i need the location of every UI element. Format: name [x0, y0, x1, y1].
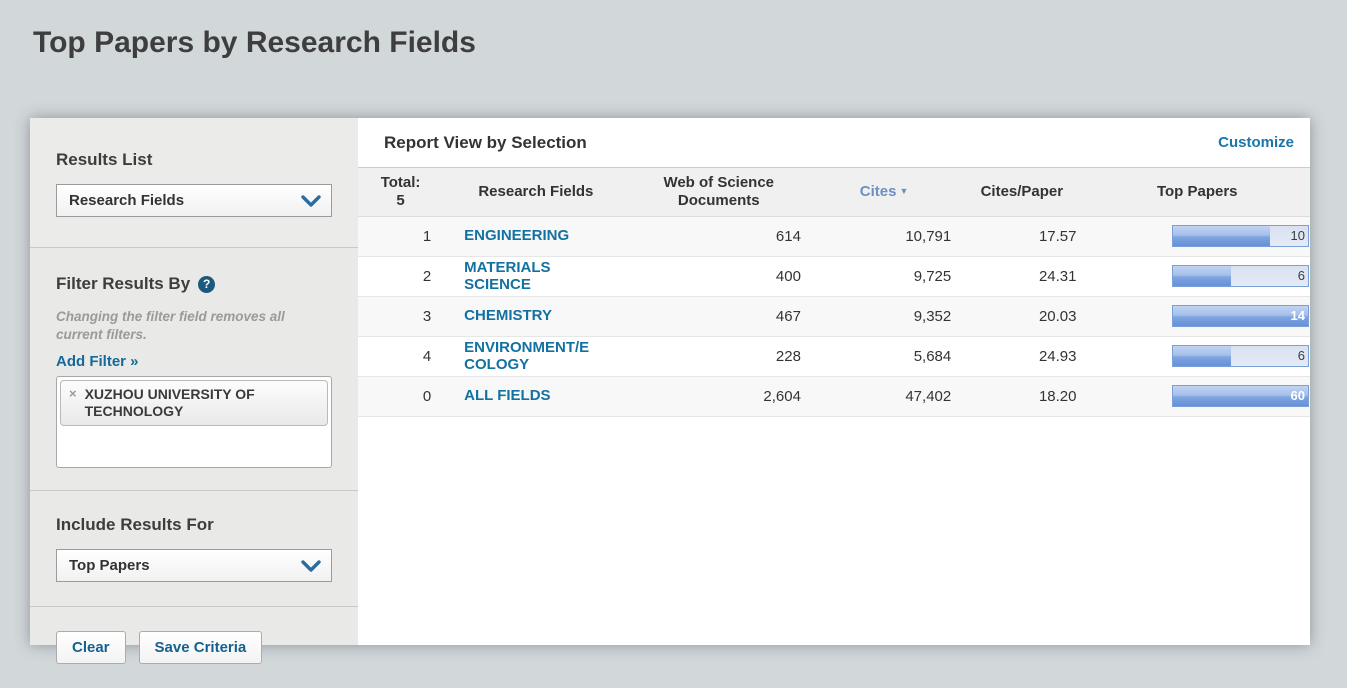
top-papers-bar: 14	[1172, 305, 1309, 327]
top-papers-bar-value: 10	[1290, 228, 1305, 243]
top-papers-bar: 6	[1172, 345, 1309, 367]
top-papers-bar-fill	[1173, 346, 1232, 366]
results-list-label: Results List	[56, 150, 153, 169]
wos-documents-cell: 400	[628, 256, 809, 297]
results-list-selected-value: Research Fields	[69, 192, 185, 209]
cites-cell: 5,684	[808, 336, 960, 377]
table-row: 0 ALL FIELDS 2,604 47,402 18.20 60	[358, 376, 1310, 417]
table-header-row: Total: 5 Research Fields Web of Science …	[358, 168, 1310, 217]
help-icon[interactable]: ?	[198, 275, 216, 293]
content-panel: Results List Research Fields Filter Resu…	[30, 118, 1310, 665]
top-papers-bar-value: 60	[1290, 388, 1305, 403]
remove-filter-icon[interactable]: ×	[69, 386, 77, 402]
cites-cell: 10,791	[808, 216, 960, 257]
chevron-down-icon	[301, 194, 321, 207]
table-row: 2 MATERIALS SCIENCE 400 9,725 24.31 6	[358, 256, 1310, 297]
column-header-research-fields[interactable]: Research Fields	[443, 168, 629, 217]
filter-section: Filter Results By ? Changing the filter …	[30, 247, 358, 490]
cites-per-paper-cell: 24.93	[959, 336, 1085, 377]
research-field-link[interactable]: ALL FIELDS	[464, 387, 551, 405]
include-results-heading: Include Results For	[56, 515, 332, 535]
top-papers-bar: 10	[1172, 225, 1309, 247]
filter-chip-label: XUZHOU UNIVERSITY OF TECHNOLOGY	[84, 386, 255, 419]
wos-documents-cell: 2,604	[628, 376, 809, 417]
cites-cell: 47,402	[808, 376, 960, 417]
top-papers-cell: 6	[1084, 336, 1310, 377]
table-row: 4 ENVIRONMENT/E COLOGY 228 5,684 24.93 6	[358, 336, 1310, 377]
research-field-link[interactable]: ENVIRONMENT/E COLOGY	[464, 338, 590, 373]
wos-documents-cell: 467	[628, 296, 809, 337]
save-criteria-button[interactable]: Save Criteria	[138, 631, 263, 665]
report-header-bar: Report View by Selection Customize	[358, 118, 1310, 168]
rank-cell: 3	[358, 296, 444, 337]
cites-per-paper-cell: 24.31	[959, 256, 1085, 297]
field-cell: ALL FIELDS	[443, 376, 629, 417]
cites-cell: 9,352	[808, 296, 960, 337]
sidebar: Results List Research Fields Filter Resu…	[30, 118, 358, 665]
actions-section: Clear Save Criteria	[30, 606, 358, 688]
column-header-wos-documents[interactable]: Web of Science Documents	[628, 168, 809, 217]
top-papers-bar-value: 6	[1297, 348, 1305, 363]
top-papers-bar-value: 14	[1290, 308, 1305, 323]
top-papers-bar-fill	[1173, 266, 1232, 286]
rank-cell: 4	[358, 336, 444, 377]
field-cell: CHEMISTRY	[443, 296, 629, 337]
clear-button[interactable]: Clear	[56, 631, 126, 665]
top-papers-cell: 14	[1084, 296, 1310, 337]
top-papers-bar-fill	[1173, 226, 1271, 246]
column-header-cites[interactable]: Cites ▼	[808, 168, 960, 217]
report-panel: Report View by Selection Customize Total…	[358, 118, 1310, 645]
top-papers-bar: 60	[1172, 385, 1309, 407]
results-list-section: Results List Research Fields	[30, 118, 358, 247]
table-row: 1 ENGINEERING 614 10,791 17.57 10	[358, 216, 1310, 257]
results-list-select[interactable]: Research Fields	[56, 184, 332, 217]
include-results-select[interactable]: Top Papers	[56, 549, 332, 583]
column-header-top-papers[interactable]: Top Papers	[1084, 168, 1310, 217]
column-header-cites-per-paper[interactable]: Cites/Paper	[959, 168, 1085, 217]
add-filter-link[interactable]: Add Filter »	[56, 353, 139, 371]
cites-cell: 9,725	[808, 256, 960, 297]
wos-documents-cell: 614	[628, 216, 809, 257]
report-heading: Report View by Selection	[384, 132, 587, 152]
filter-chip[interactable]: × XUZHOU UNIVERSITY OF TECHNOLOGY	[60, 380, 328, 427]
customize-link[interactable]: Customize	[1218, 134, 1294, 151]
research-field-link[interactable]: MATERIALS SCIENCE	[464, 258, 551, 293]
top-papers-bar-fill	[1173, 306, 1308, 326]
include-results-label: Include Results For	[56, 515, 214, 535]
report-table-body: 1 ENGINEERING 614 10,791 17.57 10 2 MATE…	[358, 216, 1310, 417]
rank-cell: 0	[358, 376, 444, 417]
top-papers-bar-value: 6	[1297, 268, 1305, 283]
filter-list-box: × XUZHOU UNIVERSITY OF TECHNOLOGY	[56, 376, 332, 469]
page-title: Top Papers by Research Fields	[33, 26, 476, 59]
results-list-heading: Results List	[56, 150, 332, 170]
top-papers-bar-fill	[1173, 386, 1308, 406]
field-cell: MATERIALS SCIENCE	[443, 256, 629, 297]
cites-per-paper-cell: 18.20	[959, 376, 1085, 417]
research-field-link[interactable]: ENGINEERING	[464, 227, 570, 245]
top-papers-cell: 10	[1084, 216, 1310, 257]
cites-header-label: Cites	[859, 182, 897, 200]
include-results-section: Include Results For Top Papers	[30, 490, 358, 606]
field-cell: ENVIRONMENT/E COLOGY	[443, 336, 629, 377]
include-results-selected-value: Top Papers	[69, 557, 150, 575]
top-papers-cell: 60	[1084, 376, 1310, 417]
field-cell: ENGINEERING	[443, 216, 629, 257]
research-field-link[interactable]: CHEMISTRY	[464, 307, 552, 325]
rank-cell: 1	[358, 216, 444, 257]
rank-cell: 2	[358, 256, 444, 297]
filter-heading: Filter Results By ?	[56, 274, 332, 294]
cites-per-paper-cell: 20.03	[959, 296, 1085, 337]
top-papers-bar: 6	[1172, 265, 1309, 287]
wos-documents-cell: 228	[628, 336, 809, 377]
chevron-down-icon	[301, 559, 321, 572]
cites-per-paper-cell: 17.57	[959, 216, 1085, 257]
sort-desc-icon: ▼	[899, 185, 909, 196]
filter-heading-label: Filter Results By	[56, 274, 191, 293]
column-header-total: Total: 5	[358, 168, 444, 217]
filter-note: Changing the filter field removes all cu…	[56, 309, 285, 342]
report-table: Total: 5 Research Fields Web of Science …	[358, 168, 1310, 417]
top-papers-cell: 6	[1084, 256, 1310, 297]
table-row: 3 CHEMISTRY 467 9,352 20.03 14	[358, 296, 1310, 337]
